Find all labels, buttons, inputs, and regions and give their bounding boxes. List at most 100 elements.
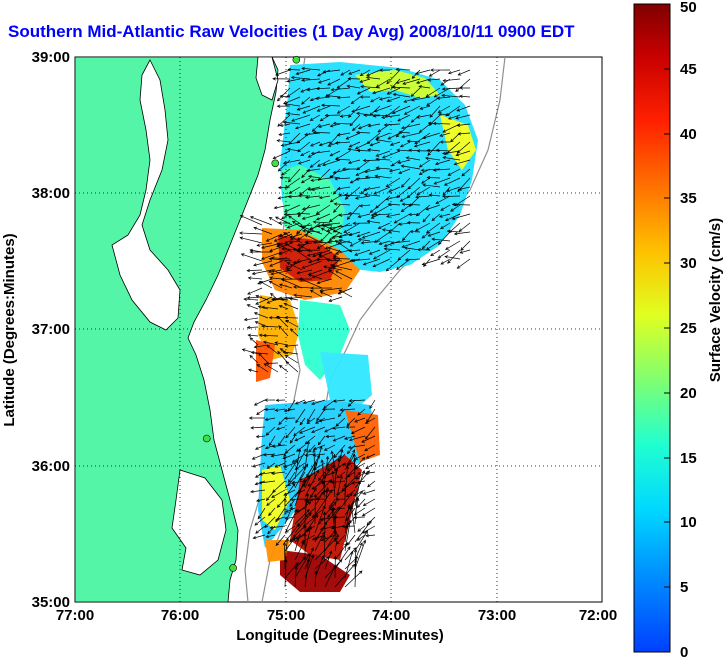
velocity-arrowhead: [387, 136, 392, 140]
velocity-arrowhead: [253, 345, 258, 349]
velocity-arrowhead: [321, 531, 325, 536]
velocity-arrowhead: [290, 481, 295, 485]
velocity-arrowhead: [293, 285, 297, 289]
velocity-arrowhead: [311, 128, 316, 132]
velocity-arrow: [442, 186, 451, 196]
velocity-arrow: [294, 553, 310, 579]
velocity-arrow: [430, 249, 441, 256]
velocity-arrow: [342, 462, 356, 465]
velocity-arrowhead: [255, 301, 259, 305]
velocity-arrowhead: [247, 276, 252, 280]
velocity-arrow: [419, 159, 431, 168]
velocity-arrow: [371, 213, 391, 216]
velocity-arrowhead: [310, 178, 314, 182]
velocity-arrowhead: [332, 121, 337, 126]
velocity-arrow: [280, 123, 291, 127]
velocity-arrowhead: [278, 421, 282, 426]
velocity-arrow: [253, 260, 273, 266]
velocity-arrow: [355, 195, 371, 199]
velocity-arrowhead: [336, 186, 341, 191]
velocity-arrow: [352, 123, 361, 131]
velocity-arrow: [351, 480, 366, 484]
velocity-arrowhead: [270, 454, 275, 458]
velocity-arrow: [354, 417, 366, 423]
velocity-arrow: [333, 399, 346, 402]
velocity-arrow: [354, 462, 366, 470]
velocity-arrow: [266, 233, 283, 242]
velocity-arrowhead: [343, 436, 348, 440]
pamlico-sound: [171, 469, 227, 576]
velocity-arrow: [456, 150, 471, 156]
velocity-arrowhead: [259, 280, 263, 285]
velocity-arrow: [327, 78, 341, 86]
velocity-arrowhead: [348, 249, 352, 253]
velocity-arrow: [253, 534, 266, 539]
velocity-arrowhead: [312, 448, 316, 453]
velocity-arrowhead: [253, 402, 258, 406]
velocity-arrowhead: [442, 78, 447, 83]
velocity-arrowhead: [378, 241, 383, 246]
velocity-arrowhead: [437, 255, 442, 259]
velocity-arrow: [376, 150, 391, 157]
velocity-arrowhead: [413, 144, 418, 148]
velocity-arrow: [429, 194, 441, 197]
velocity-arrowhead: [455, 88, 459, 93]
velocity-arrow: [365, 534, 376, 537]
velocity-arrow: [459, 222, 471, 232]
velocity-arrowhead: [356, 91, 361, 95]
velocity-arrow: [285, 260, 303, 269]
velocity-arrowhead: [358, 570, 363, 574]
velocity-arrowhead: [373, 191, 378, 195]
velocity-arrow: [426, 222, 441, 234]
velocity-arrowhead: [310, 547, 314, 551]
velocity-arrowhead: [348, 519, 352, 524]
velocity-arrow: [277, 114, 291, 127]
velocity-arrow: [274, 204, 291, 209]
velocity-arrowhead: [342, 462, 346, 466]
velocity-arrowhead: [409, 230, 414, 234]
velocity-arrowhead: [407, 185, 412, 190]
velocity-arrow: [425, 204, 441, 210]
velocity-arrow: [287, 262, 303, 271]
velocity-arrow: [362, 231, 381, 239]
velocity-arrowhead: [294, 401, 299, 405]
velocity-arrowhead: [266, 300, 271, 304]
velocity-arrowhead: [258, 333, 263, 337]
velocity-arrow: [244, 298, 259, 301]
velocity-arrowhead: [306, 88, 311, 92]
velocity-arrow: [285, 177, 301, 189]
velocity-arrow: [388, 203, 401, 206]
colorbar-tick-label: 40: [680, 126, 697, 143]
velocity-arrowhead: [299, 278, 304, 282]
velocity-arrow: [308, 444, 316, 453]
velocity-arrowhead: [386, 80, 390, 85]
velocity-arrow: [299, 224, 313, 227]
velocity-arrow: [444, 177, 461, 186]
velocity-arrowhead: [316, 454, 320, 459]
velocity-arrowhead: [332, 399, 337, 403]
station-marker: [229, 564, 237, 572]
velocity-arrowhead: [333, 501, 337, 505]
velocity-arrowhead: [422, 183, 426, 187]
velocity-arrow: [299, 417, 306, 426]
velocity-arrowhead: [312, 254, 316, 258]
velocity-arrow: [354, 530, 368, 552]
velocity-arrow: [357, 231, 371, 237]
velocity-arrow: [328, 498, 336, 509]
velocity-arrow: [377, 123, 391, 133]
velocity-arrow: [317, 105, 331, 112]
velocity-arrow: [415, 69, 431, 75]
velocity-arrow: [346, 417, 356, 426]
velocity-arrow: [318, 471, 326, 481]
velocity-arrow: [379, 96, 391, 100]
velocity-arrow: [304, 547, 314, 570]
velocity-arrow: [340, 408, 356, 411]
velocity-arrow: [263, 341, 279, 346]
velocity-arrowhead: [391, 163, 395, 167]
velocity-arrowhead: [350, 100, 355, 105]
velocity-arrow: [344, 449, 355, 471]
velocity-arrow: [283, 159, 301, 164]
velocity-arrowhead: [268, 217, 273, 221]
velocity-arrowhead: [288, 215, 292, 219]
velocity-arrow: [340, 114, 351, 117]
